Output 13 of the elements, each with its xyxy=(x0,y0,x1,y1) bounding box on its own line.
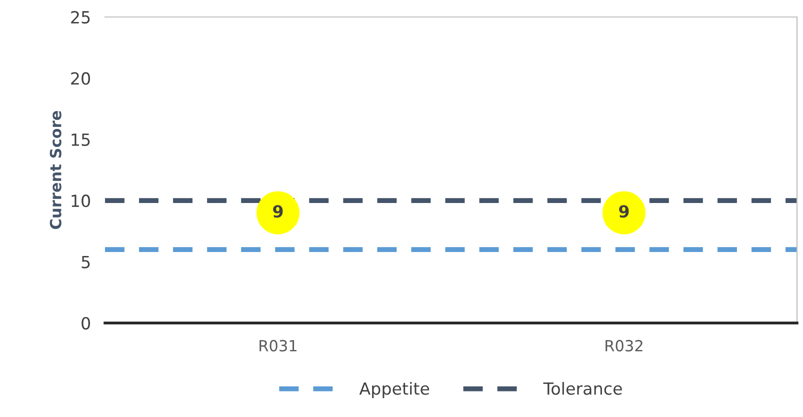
y-tick-label: 5 xyxy=(82,256,90,268)
legend-label: Tolerance xyxy=(543,382,622,395)
y-tick-label: 10 xyxy=(72,194,90,208)
y-axis-title: Current Score xyxy=(50,111,62,229)
data-label: 9 xyxy=(273,205,283,218)
x-tick-label: R031 xyxy=(260,340,296,352)
y-tick-label: 15 xyxy=(72,134,90,146)
x-tick-label: R032 xyxy=(606,340,642,352)
data-label: 9 xyxy=(619,205,629,218)
y-tick-label: 25 xyxy=(71,10,90,24)
y-tick-label: 20 xyxy=(71,72,90,85)
legend-label: Appetite xyxy=(359,382,430,398)
y-tick-label: 0 xyxy=(82,316,90,330)
